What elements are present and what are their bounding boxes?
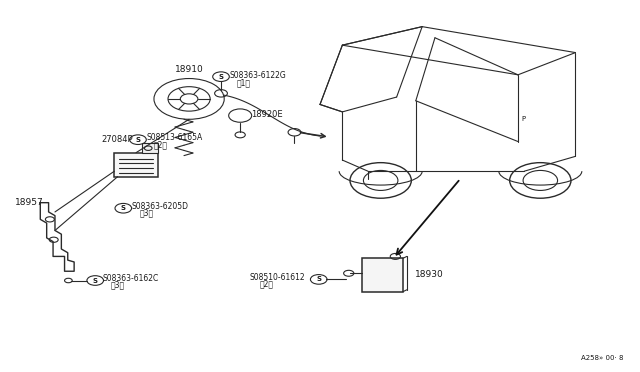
Text: P: P — [521, 116, 525, 122]
Text: A258» 00· 8: A258» 00· 8 — [581, 355, 623, 361]
Text: （3）: （3） — [140, 209, 154, 218]
Text: S08513-6165A: S08513-6165A — [147, 133, 202, 142]
Text: 18920E: 18920E — [251, 110, 283, 119]
Text: 18957: 18957 — [15, 198, 44, 207]
Text: （2）: （2） — [259, 280, 273, 289]
FancyBboxPatch shape — [115, 153, 158, 177]
Text: 18910: 18910 — [175, 65, 204, 74]
Text: （2）: （2） — [154, 140, 168, 149]
Text: S: S — [121, 205, 126, 211]
Text: S: S — [136, 137, 141, 143]
FancyBboxPatch shape — [142, 143, 158, 153]
Text: S08363-6162C: S08363-6162C — [103, 274, 159, 283]
Text: S: S — [316, 276, 321, 282]
Text: S08510-61612: S08510-61612 — [250, 273, 305, 282]
FancyBboxPatch shape — [362, 258, 403, 292]
Text: 27084P: 27084P — [102, 135, 133, 144]
Text: S: S — [93, 278, 98, 283]
Text: S: S — [218, 74, 223, 80]
Text: （3）: （3） — [111, 281, 125, 290]
Text: （1）: （1） — [237, 78, 251, 87]
Text: S08363-6122G: S08363-6122G — [229, 71, 286, 80]
Text: S08363-6205D: S08363-6205D — [132, 202, 189, 211]
Text: 18930: 18930 — [415, 270, 444, 279]
